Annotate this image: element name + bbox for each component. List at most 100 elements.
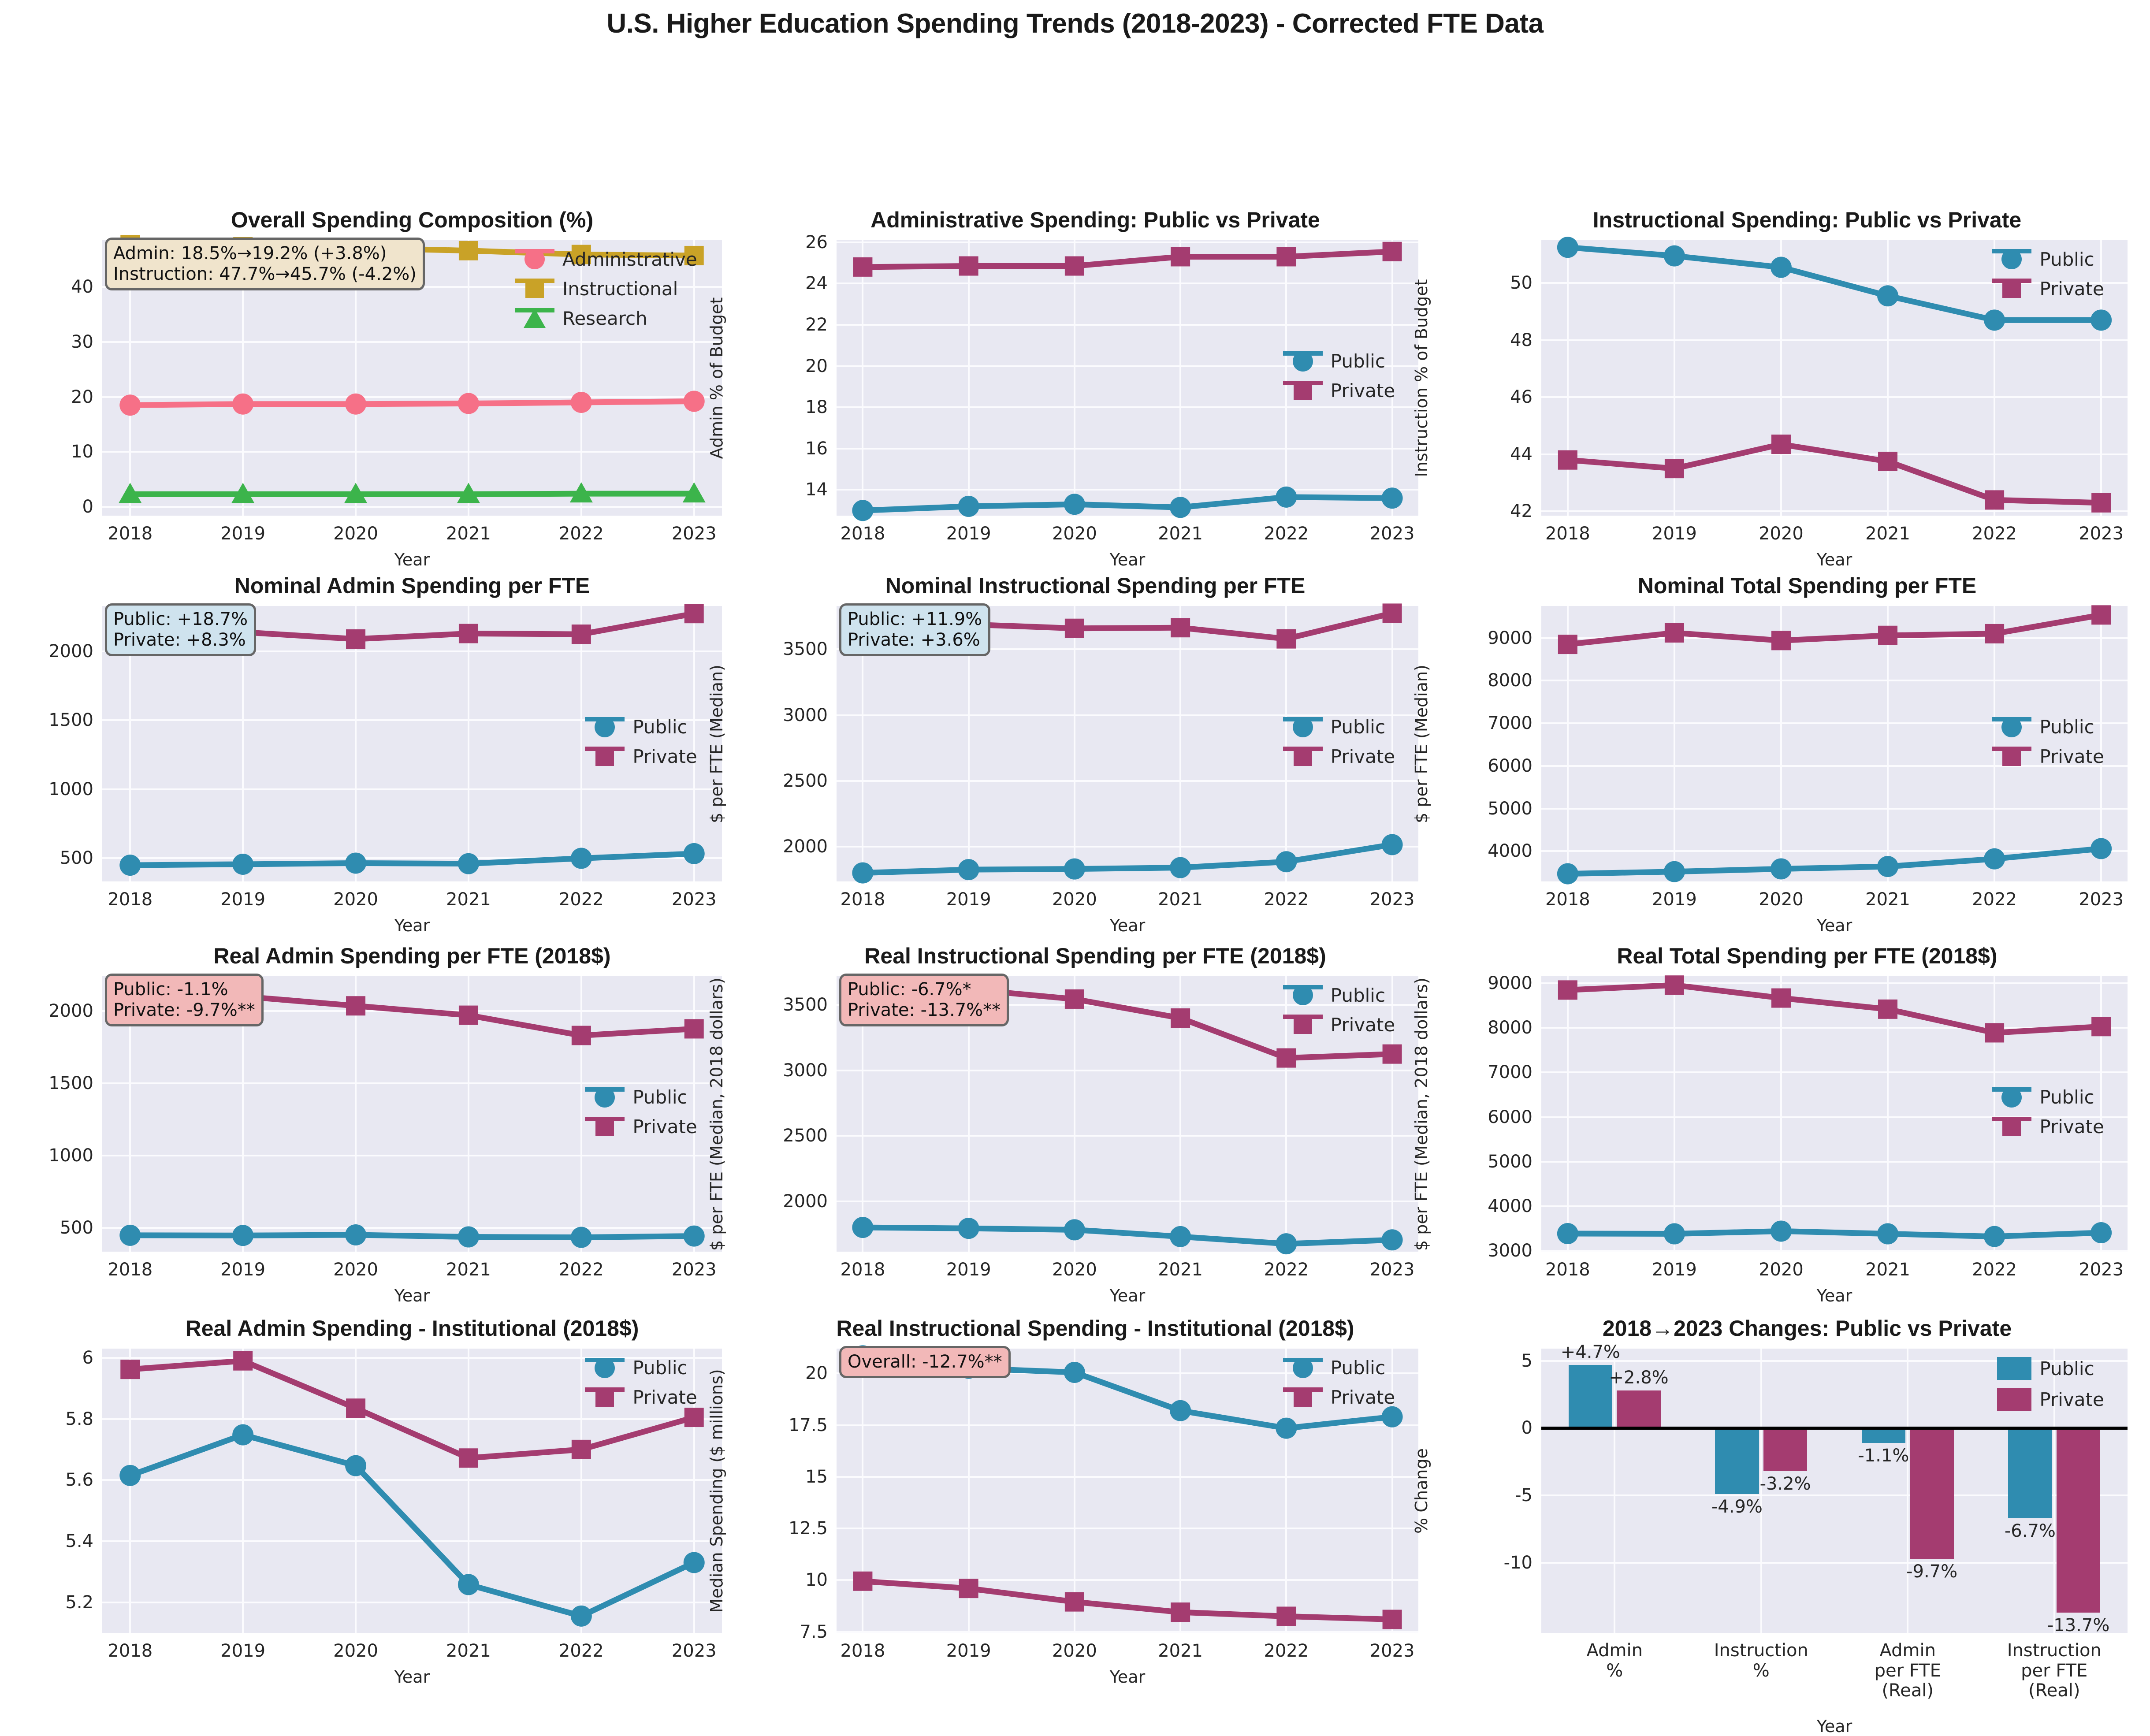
x-axis-label: Year (1109, 1286, 1146, 1305)
panel-title: Real Admin Spending - Institutional (201… (185, 1316, 639, 1341)
marker-private (1985, 624, 2005, 643)
legend-marker-icon (595, 747, 614, 766)
y-axis-label: $ per FTE (Median) (707, 664, 726, 823)
x-tick-label: 2021 (1158, 524, 1203, 544)
legend-swatch (585, 1357, 625, 1378)
legend-item[interactable]: Private (1283, 1014, 1395, 1036)
legend-item[interactable]: Private (585, 746, 697, 767)
legend-item[interactable]: Private (585, 1387, 697, 1408)
legend-item[interactable]: Public (1283, 1357, 1395, 1379)
gridline-v (580, 976, 582, 1252)
gridline-h (102, 396, 722, 398)
legend-item[interactable]: Public (1992, 249, 2104, 270)
line-public (1567, 846, 2102, 877)
legend-label: Public (632, 716, 688, 738)
legend-item[interactable]: Public (1283, 350, 1395, 372)
legend-item[interactable]: Instructional (515, 278, 697, 300)
gridline-v (242, 240, 244, 516)
gridline-h (837, 1372, 1418, 1375)
legend-label: Private (2039, 278, 2104, 300)
gridline-h (837, 1424, 1418, 1426)
marker-private (2091, 493, 2111, 513)
legend-item[interactable]: Public (1997, 1357, 2104, 1380)
legend-item[interactable]: Public (585, 1357, 697, 1379)
y-axis-label: $ per FTE (Median, 2018 dollars) (707, 977, 726, 1251)
x-axis-label: Year (394, 1286, 430, 1305)
marker-public (2090, 309, 2112, 331)
legend-label: Public (1330, 1357, 1386, 1379)
legend-label: Research (562, 307, 647, 329)
gridline-v (1179, 606, 1182, 881)
marker-private (346, 996, 366, 1016)
x-tick-label: 2020 (333, 1641, 378, 1661)
chart-panel-p7: Real Admin Spending per FTE (2018$) (97, 943, 727, 1320)
gridline-h (1541, 396, 2128, 398)
legend-item[interactable]: Administrative (515, 249, 697, 270)
legend-p3: Public Private (1992, 249, 2104, 308)
x-tick-label: 2022 (558, 889, 604, 910)
legend-item[interactable]: Private (585, 1116, 697, 1138)
gridline-v (1285, 606, 1287, 881)
line-public (863, 842, 1393, 876)
legend-swatch (1283, 380, 1323, 401)
marker-private (853, 1571, 873, 1591)
gridline-v (1179, 976, 1182, 1252)
legend-item[interactable]: Private (1283, 1387, 1395, 1408)
legend-label: Public (1330, 350, 1386, 372)
panel-title: Nominal Total Spending per FTE (1637, 573, 1977, 598)
gridline-h (837, 780, 1418, 782)
gridline-h (837, 845, 1418, 848)
y-tick-label: 30 (71, 331, 93, 352)
chart-panel-p6: Nominal Total Spending per FTE (1494, 573, 2120, 950)
plot-area-p3: Public Private (1541, 237, 2128, 516)
y-tick-label: 0 (82, 497, 93, 517)
marker-private (1276, 1048, 1296, 1068)
plot-area-p7: Public Private Public: -1.1% Private: -9.7… (102, 974, 722, 1252)
legend-item[interactable]: Public (1992, 1086, 2104, 1108)
bar-public (2008, 1428, 2052, 1519)
legend-item[interactable]: Private (1283, 746, 1395, 767)
legend-item[interactable]: Private (1992, 278, 2104, 300)
gridline-v (580, 240, 582, 516)
marker-private (959, 1579, 978, 1598)
gridline-h (102, 719, 722, 721)
marker-instructional (684, 245, 704, 265)
x-tick-label: 2021 (446, 1641, 491, 1661)
legend-item[interactable]: Private (1997, 1388, 2104, 1411)
legend-swatch (585, 1116, 625, 1137)
legend-item[interactable]: Public (1283, 985, 1395, 1006)
gridline-v (1391, 1349, 1393, 1633)
y-tick-label: 9000 (1488, 973, 1533, 994)
legend-item[interactable]: Private (1992, 1116, 2104, 1138)
y-tick-label: 5000 (1488, 798, 1533, 819)
x-tick-label: 2018 (1545, 524, 1590, 544)
y-tick-label: 4000 (1488, 1196, 1533, 1216)
legend-item[interactable]: Public (1992, 716, 2104, 738)
legend-label: Private (2039, 746, 2104, 767)
legend-item[interactable]: Private (1992, 746, 2104, 767)
legend-marker-icon (2002, 1117, 2021, 1136)
legend-item[interactable]: Public (585, 716, 697, 738)
gridline-v (1073, 976, 1075, 1252)
legend-marker-icon (2001, 717, 2022, 737)
x-tick-label: 2018 (108, 1641, 153, 1661)
legend-label: Private (632, 1387, 697, 1409)
legend-label: Public (1330, 984, 1386, 1006)
legend-item[interactable]: Private (1283, 380, 1395, 401)
x-axis-label: Year (1109, 916, 1146, 935)
y-tick-label: 5000 (1488, 1151, 1533, 1172)
y-tick-label: 20 (805, 356, 828, 376)
legend-item[interactable]: Public (585, 1086, 697, 1108)
marker-public (345, 1455, 367, 1476)
panel-title: Real Instructional Spending per FTE (201… (864, 944, 1326, 968)
legend-swatch (585, 1387, 625, 1408)
gridline-h (102, 857, 722, 859)
bar-private (1763, 1428, 1808, 1472)
legend-item[interactable]: Public (1283, 716, 1395, 738)
chart-panel-p2: Administrative Spending: Public vs Priva… (780, 207, 1410, 584)
legend-item[interactable]: Research (515, 308, 697, 329)
x-tick-label: 2021 (1865, 1260, 1910, 1280)
chart-panel-p4: Nominal Admin Spending per FTE (97, 573, 727, 950)
line-private (862, 1578, 1392, 1623)
marker-private (1276, 629, 1296, 649)
